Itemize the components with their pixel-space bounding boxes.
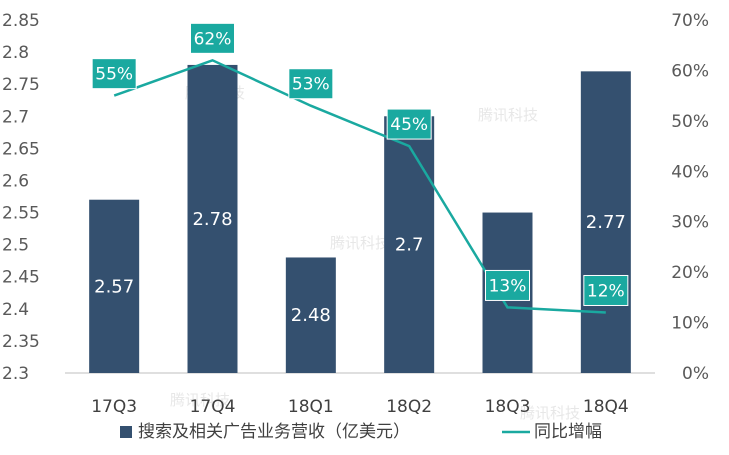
right-axis-tick-label: 40% — [671, 162, 709, 182]
line-label-box — [485, 269, 530, 301]
left-axis-tick-label: 2.45 — [2, 268, 40, 288]
left-axis-tick-label: 2.5 — [2, 236, 29, 256]
watermark-text: 腾讯科技 — [478, 106, 538, 124]
bar-data-label: 2.78 — [192, 209, 232, 230]
bar-data-label: 2.48 — [291, 305, 331, 326]
watermark-text: 腾讯科技 — [520, 404, 580, 422]
category-label: 18Q3 — [485, 397, 531, 417]
line-label-box — [583, 274, 629, 306]
bar — [285, 257, 336, 373]
growth-line — [113, 58, 606, 314]
line-label-box — [190, 22, 235, 54]
watermark-text: 腾讯科技 — [330, 234, 390, 252]
right-axis-tick-label: 20% — [671, 263, 709, 283]
left-axis-tick-label: 2.6 — [2, 171, 29, 191]
line-label-box — [91, 58, 137, 90]
right-axis-tick-label: 70% — [671, 11, 709, 31]
category-label: 17Q4 — [190, 397, 236, 417]
left-axis-tick-label: 2.55 — [2, 204, 40, 224]
line-data-label: 12% — [587, 281, 625, 301]
right-axis-tick-label: 60% — [671, 61, 709, 81]
bar — [580, 71, 631, 373]
category-label: 17Q3 — [91, 397, 137, 417]
left-axis-tick-label: 2.85 — [2, 11, 40, 31]
right-axis-tick-label: 0% — [682, 364, 709, 384]
category-label: 18Q2 — [386, 397, 432, 417]
left-axis-tick-label: 2.7 — [2, 107, 29, 127]
line-data-label: 45% — [390, 115, 428, 135]
right-axis-tick-label: 30% — [671, 213, 709, 233]
legend-line-label: 同比增幅 — [534, 422, 602, 442]
left-axis-tick-label: 2.3 — [2, 364, 29, 384]
right-axis-tick-label: 50% — [671, 112, 709, 132]
left-axis-tick-label: 2.65 — [2, 139, 40, 159]
legend-bar-label: 搜索及相关广告业务营收（亿美元） — [138, 422, 410, 442]
line-data-label: 53% — [292, 75, 330, 95]
line-data-label: 55% — [95, 65, 133, 85]
left-axis-tick-label: 2.4 — [2, 300, 29, 320]
legend-bar-swatch — [120, 426, 132, 438]
left-axis-tick-label: 2.75 — [2, 75, 40, 95]
bar — [384, 116, 435, 373]
line-data-label: 62% — [194, 29, 232, 49]
category-label: 18Q4 — [583, 397, 629, 417]
category-label: 18Q1 — [288, 397, 334, 417]
right-axis-tick-label: 10% — [671, 314, 709, 334]
line-data-label: 13% — [489, 276, 527, 296]
line-label-box — [386, 108, 432, 140]
bar — [187, 64, 238, 373]
line-label-box — [288, 68, 334, 100]
left-axis-tick-label: 2.35 — [2, 332, 40, 352]
bar — [89, 199, 140, 373]
watermark-text: 腾讯科技 — [170, 391, 230, 409]
bar-data-label: 2.77 — [586, 212, 626, 233]
bar-data-label: 2.7 — [395, 235, 424, 256]
bar-data-label: 2.57 — [94, 276, 134, 297]
left-axis-tick-label: 2.8 — [2, 43, 29, 63]
